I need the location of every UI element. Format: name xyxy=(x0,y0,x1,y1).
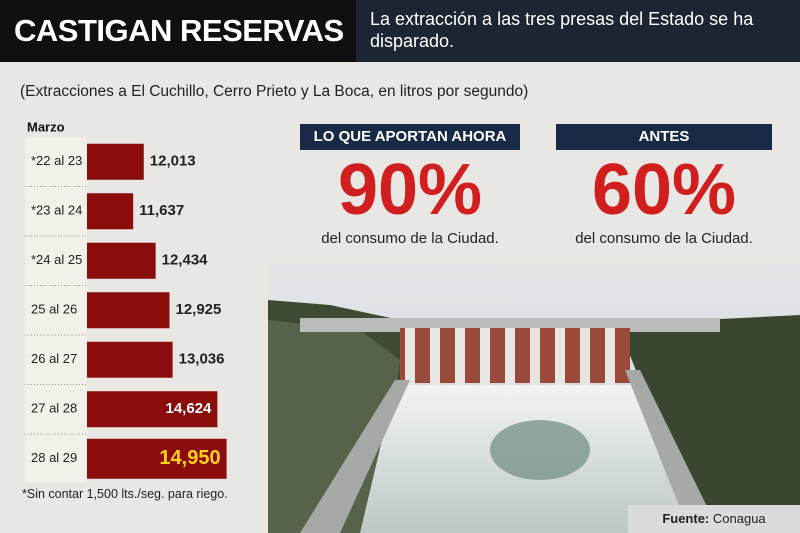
category-label: 28 al 29 xyxy=(31,450,77,465)
category-label: *22 al 23 xyxy=(31,153,82,168)
category-label: 27 al 28 xyxy=(31,401,77,416)
callout: ANTES 60% del consumo de la Ciudad. xyxy=(556,124,772,247)
bar xyxy=(87,143,144,180)
bar xyxy=(87,193,134,230)
bar xyxy=(87,341,173,378)
deck: La extracción a las tres presas del Esta… xyxy=(356,0,800,62)
value-label: 14,950 xyxy=(159,447,220,469)
category-label: 25 al 26 xyxy=(31,302,77,317)
bar xyxy=(87,438,227,479)
value-label: 12,013 xyxy=(150,153,196,170)
source-text: Conagua xyxy=(712,511,766,526)
bar xyxy=(87,391,218,428)
bar xyxy=(87,242,156,279)
bar xyxy=(87,292,170,329)
value-label: 12,434 xyxy=(162,252,209,269)
callout-heading: ANTES xyxy=(556,124,772,150)
title: CASTIGAN RESERVAS xyxy=(0,0,356,62)
value-label: 13,036 xyxy=(179,351,225,368)
callout-value: 90% xyxy=(337,150,483,230)
category-label: 26 al 27 xyxy=(31,351,77,366)
dam-photo xyxy=(268,262,800,533)
callout-heading: LO QUE APORTAN AHORA xyxy=(300,124,520,150)
callout-value: 60% xyxy=(591,150,737,230)
value-label: 11,637 xyxy=(139,202,184,219)
callout-caption: del consumo de la Ciudad. xyxy=(321,230,499,247)
subtitle: (Extracciones a El Cuchillo, Cerro Priet… xyxy=(20,83,529,100)
category-label: *24 al 25 xyxy=(31,252,82,267)
category-header: Marzo xyxy=(27,119,65,134)
callout: LO QUE APORTAN AHORA 90% del consumo de … xyxy=(300,124,520,247)
callout-caption: del consumo de la Ciudad. xyxy=(575,230,753,247)
category-column xyxy=(25,137,87,482)
category-label: *23 al 24 xyxy=(31,203,82,218)
value-label: 14,624 xyxy=(166,400,213,417)
footnote: *Sin contar 1,500 lts./seg. para riego. xyxy=(22,487,228,501)
source-label: Fuente: xyxy=(662,511,710,526)
source: Fuente: Conagua xyxy=(628,505,800,533)
value-label: 12,925 xyxy=(175,301,221,318)
